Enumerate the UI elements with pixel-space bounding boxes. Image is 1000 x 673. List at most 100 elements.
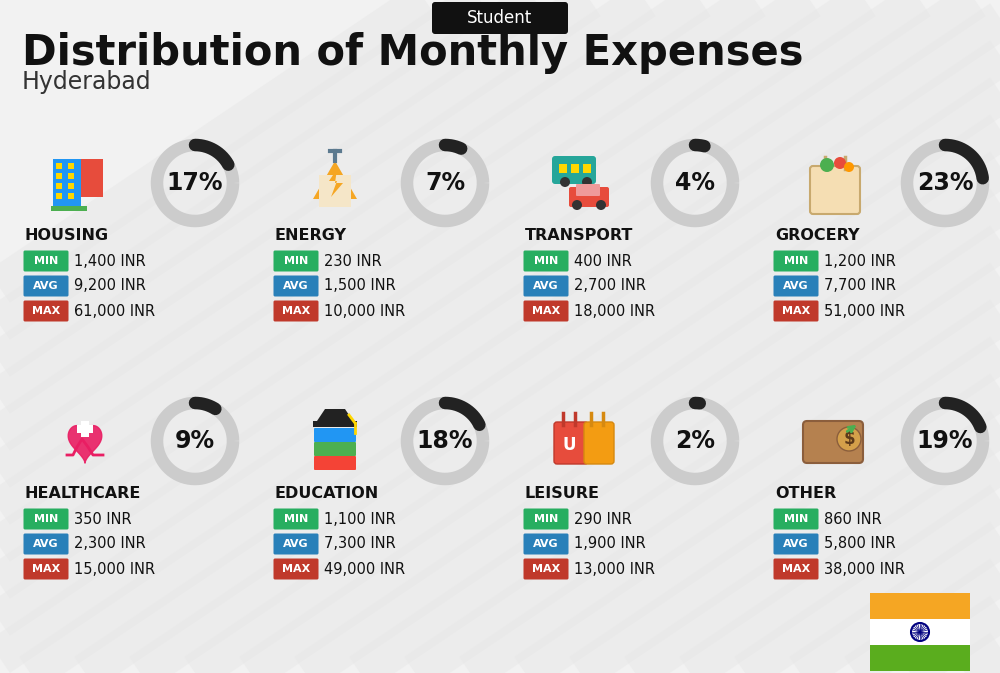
Text: MIN: MIN — [784, 514, 808, 524]
Bar — [56, 163, 62, 169]
Circle shape — [560, 177, 570, 187]
Text: MIN: MIN — [284, 514, 308, 524]
Bar — [319, 175, 351, 207]
FancyBboxPatch shape — [524, 301, 568, 322]
Text: TRANSPORT: TRANSPORT — [525, 227, 633, 242]
FancyBboxPatch shape — [774, 559, 818, 579]
Text: 290 INR: 290 INR — [574, 511, 632, 526]
FancyBboxPatch shape — [584, 422, 614, 464]
Polygon shape — [317, 409, 353, 421]
Text: 49,000 INR: 49,000 INR — [324, 561, 405, 577]
Text: 400 INR: 400 INR — [574, 254, 632, 269]
Text: 23%: 23% — [917, 171, 973, 195]
Text: AVG: AVG — [533, 539, 559, 549]
Text: 2,300 INR: 2,300 INR — [74, 536, 146, 551]
Bar — [56, 193, 62, 199]
Text: 9%: 9% — [175, 429, 215, 453]
Text: 19%: 19% — [917, 429, 973, 453]
Text: 1,200 INR: 1,200 INR — [824, 254, 896, 269]
FancyBboxPatch shape — [274, 534, 318, 555]
Text: AVG: AVG — [283, 539, 309, 549]
Bar — [68, 173, 74, 179]
Text: LEISURE: LEISURE — [525, 485, 600, 501]
Text: MIN: MIN — [534, 256, 558, 266]
Text: U: U — [562, 436, 576, 454]
FancyBboxPatch shape — [274, 275, 318, 297]
Text: GROCERY: GROCERY — [775, 227, 860, 242]
Text: 350 INR: 350 INR — [74, 511, 132, 526]
Bar — [313, 421, 357, 427]
FancyBboxPatch shape — [524, 559, 568, 579]
Text: HOUSING: HOUSING — [25, 227, 109, 242]
Text: Hyderabad: Hyderabad — [22, 70, 152, 94]
Text: 15,000 INR: 15,000 INR — [74, 561, 155, 577]
FancyBboxPatch shape — [314, 456, 356, 470]
Text: MIN: MIN — [34, 514, 58, 524]
FancyBboxPatch shape — [24, 275, 68, 297]
Text: AVG: AVG — [783, 281, 809, 291]
FancyBboxPatch shape — [803, 421, 863, 463]
FancyBboxPatch shape — [774, 301, 818, 322]
Text: HEALTHCARE: HEALTHCARE — [25, 485, 141, 501]
Bar — [583, 164, 591, 173]
FancyBboxPatch shape — [24, 301, 68, 322]
Text: 61,000 INR: 61,000 INR — [74, 304, 155, 318]
Circle shape — [572, 200, 582, 210]
Circle shape — [837, 427, 861, 451]
Bar — [870, 645, 970, 671]
Text: MIN: MIN — [784, 256, 808, 266]
Circle shape — [844, 162, 854, 172]
Text: MAX: MAX — [532, 306, 560, 316]
Circle shape — [582, 177, 592, 187]
Bar — [77, 425, 93, 433]
Text: 9,200 INR: 9,200 INR — [74, 279, 146, 293]
FancyBboxPatch shape — [24, 509, 68, 530]
Text: AVG: AVG — [283, 281, 309, 291]
FancyBboxPatch shape — [274, 250, 318, 271]
Text: MIN: MIN — [284, 256, 308, 266]
Text: 7,700 INR: 7,700 INR — [824, 279, 896, 293]
Text: 1,100 INR: 1,100 INR — [324, 511, 396, 526]
FancyBboxPatch shape — [774, 250, 818, 271]
Text: 4%: 4% — [675, 171, 715, 195]
Text: 7%: 7% — [425, 171, 465, 195]
Text: $: $ — [843, 430, 855, 448]
Text: 51,000 INR: 51,000 INR — [824, 304, 905, 318]
FancyBboxPatch shape — [274, 509, 318, 530]
FancyBboxPatch shape — [314, 428, 356, 442]
Bar — [870, 619, 970, 645]
Polygon shape — [313, 161, 357, 199]
Text: ENERGY: ENERGY — [275, 227, 347, 242]
FancyBboxPatch shape — [24, 250, 68, 271]
Text: MAX: MAX — [32, 564, 60, 574]
Bar — [81, 421, 89, 437]
FancyBboxPatch shape — [569, 187, 609, 207]
FancyBboxPatch shape — [314, 442, 356, 456]
Text: 230 INR: 230 INR — [324, 254, 382, 269]
Bar — [53, 159, 81, 207]
Text: Student: Student — [467, 9, 533, 27]
FancyBboxPatch shape — [774, 275, 818, 297]
Circle shape — [820, 158, 834, 172]
Bar — [559, 164, 567, 173]
Bar — [68, 183, 74, 189]
FancyBboxPatch shape — [576, 184, 600, 196]
Text: 7,300 INR: 7,300 INR — [324, 536, 396, 551]
FancyBboxPatch shape — [274, 301, 318, 322]
Text: MIN: MIN — [34, 256, 58, 266]
Text: 2%: 2% — [675, 429, 715, 453]
Text: AVG: AVG — [33, 281, 59, 291]
Text: 1,500 INR: 1,500 INR — [324, 279, 396, 293]
Polygon shape — [329, 169, 343, 197]
Text: MAX: MAX — [32, 306, 60, 316]
FancyBboxPatch shape — [524, 509, 568, 530]
Bar — [68, 163, 74, 169]
FancyBboxPatch shape — [432, 2, 568, 34]
FancyBboxPatch shape — [524, 275, 568, 297]
Text: MAX: MAX — [782, 306, 810, 316]
Text: OTHER: OTHER — [775, 485, 836, 501]
Text: MAX: MAX — [532, 564, 560, 574]
FancyBboxPatch shape — [24, 559, 68, 579]
Text: 1,400 INR: 1,400 INR — [74, 254, 146, 269]
Text: MAX: MAX — [782, 564, 810, 574]
